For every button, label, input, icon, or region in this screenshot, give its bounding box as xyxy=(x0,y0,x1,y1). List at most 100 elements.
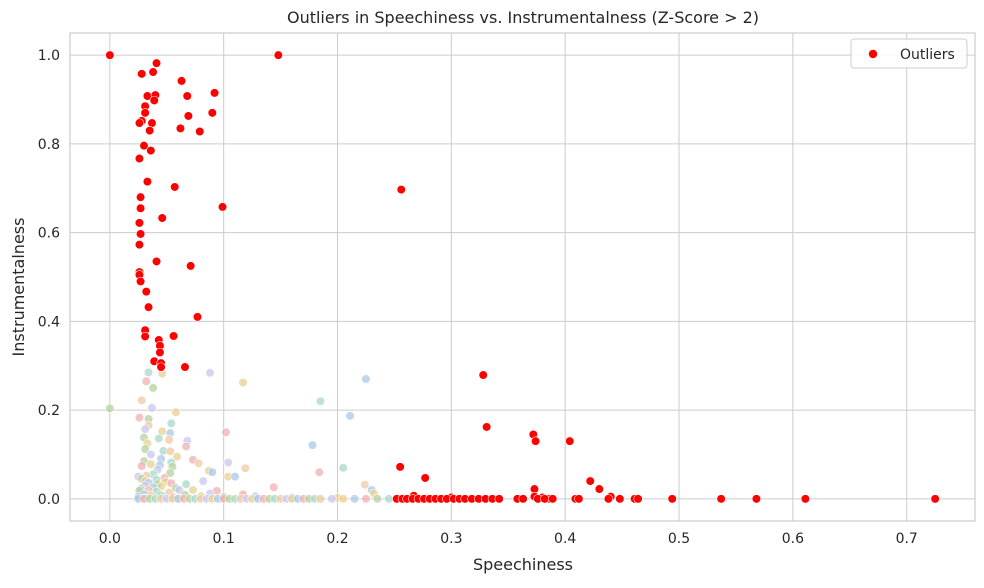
outlier-point xyxy=(186,261,196,271)
outlier-point xyxy=(140,331,150,342)
background-point xyxy=(146,449,156,460)
outlier-point xyxy=(518,494,528,504)
background-point xyxy=(146,459,156,469)
y-axis-label: Instrumentalness xyxy=(9,218,28,357)
outlier-point xyxy=(175,123,186,133)
outlier-point xyxy=(930,494,940,504)
background-point xyxy=(269,482,279,492)
outlier-point xyxy=(155,347,165,358)
background-point xyxy=(372,494,382,504)
background-point xyxy=(360,480,370,490)
outlier-point xyxy=(548,494,558,504)
x-tick-label: 0.2 xyxy=(326,531,348,547)
background-point xyxy=(384,494,394,504)
background-point xyxy=(240,463,250,473)
outlier-point xyxy=(800,494,810,504)
outlier-point xyxy=(143,302,154,312)
y-tick-label: 0.0 xyxy=(38,492,60,508)
x-tick-label: 0.4 xyxy=(554,531,576,547)
outlier-point xyxy=(168,331,179,341)
outlier-point xyxy=(156,362,166,372)
outlier-point xyxy=(396,185,406,195)
background-point xyxy=(207,467,217,477)
outlier-point xyxy=(751,494,762,504)
background-point xyxy=(194,458,204,468)
background-point xyxy=(165,446,175,456)
outlier-point xyxy=(565,436,575,446)
y-tick-label: 0.6 xyxy=(38,226,60,242)
outlier-point xyxy=(209,88,220,98)
outlier-point xyxy=(135,229,146,239)
outlier-point xyxy=(530,436,541,446)
background-point xyxy=(315,494,326,504)
outlier-point xyxy=(141,287,151,297)
background-point xyxy=(314,467,324,477)
outlier-point xyxy=(716,494,726,504)
y-tick-label: 1.0 xyxy=(38,48,60,64)
background-point xyxy=(181,441,191,452)
x-tick-labels: 0.0 0.1 0.2 0.3 0.4 0.5 0.6 0.7 xyxy=(99,531,918,547)
outlier-point xyxy=(667,494,677,504)
x-axis-label: Speechiness xyxy=(473,555,573,574)
x-tick-label: 0.5 xyxy=(668,531,690,547)
outlier-point xyxy=(540,494,550,504)
background-point xyxy=(223,457,233,468)
outlier-point xyxy=(135,192,146,202)
outlier-point xyxy=(574,494,584,504)
outlier-point xyxy=(151,256,162,267)
y-tick-label: 0.2 xyxy=(38,403,60,419)
outlier-point xyxy=(134,240,145,250)
legend-marker-outliers xyxy=(868,49,878,59)
background-point xyxy=(338,463,348,473)
background-point xyxy=(166,418,176,429)
outlier-point xyxy=(182,91,192,101)
outlier-point xyxy=(142,177,153,187)
background-point xyxy=(349,494,360,504)
background-point xyxy=(134,413,145,423)
background-point xyxy=(361,374,371,384)
y-tick-label: 0.8 xyxy=(38,137,60,153)
outlier-point xyxy=(151,58,162,68)
legend: Outliers xyxy=(850,38,968,69)
background-point xyxy=(221,427,231,437)
background-point xyxy=(181,479,191,489)
outlier-point xyxy=(195,126,205,137)
background-point xyxy=(230,472,240,482)
outlier-point xyxy=(594,484,604,494)
outlier-point xyxy=(478,370,488,380)
x-tick-label: 0.1 xyxy=(213,531,235,547)
y-tick-labels: 0.0 0.2 0.4 0.6 0.8 1.0 xyxy=(38,48,60,508)
outlier-point xyxy=(420,473,430,483)
background-point xyxy=(345,411,355,421)
background-point xyxy=(198,476,208,486)
outlier-point xyxy=(176,76,187,86)
x-tick-label: 0.6 xyxy=(782,531,804,547)
outlier-point xyxy=(615,494,625,504)
outlier-point xyxy=(134,118,145,128)
outlier-point xyxy=(135,276,146,287)
outlier-point xyxy=(603,494,614,504)
outlier-point xyxy=(273,50,283,60)
outlier-point xyxy=(494,494,504,504)
outlier-point xyxy=(170,182,180,192)
background-point xyxy=(164,435,174,445)
background-point xyxy=(140,424,150,434)
chart-title: Outliers in Speechiness vs. Instrumental… xyxy=(287,8,759,27)
plot-area-frame xyxy=(69,32,976,522)
outlier-point xyxy=(633,494,643,504)
outlier-point xyxy=(180,362,190,372)
background-point xyxy=(338,494,348,504)
outlier-point xyxy=(140,108,150,118)
outlier-point xyxy=(217,202,228,212)
background-point xyxy=(140,444,150,454)
outlier-point xyxy=(145,126,155,136)
background-point xyxy=(105,403,115,413)
x-tick-label: 0.3 xyxy=(440,531,462,547)
background-point xyxy=(137,395,147,405)
outlier-point xyxy=(482,422,492,432)
background-point xyxy=(141,376,151,386)
outlier-point xyxy=(148,67,158,77)
outlier-point xyxy=(207,108,217,118)
outlier-point xyxy=(134,153,145,164)
background-point xyxy=(361,494,371,504)
